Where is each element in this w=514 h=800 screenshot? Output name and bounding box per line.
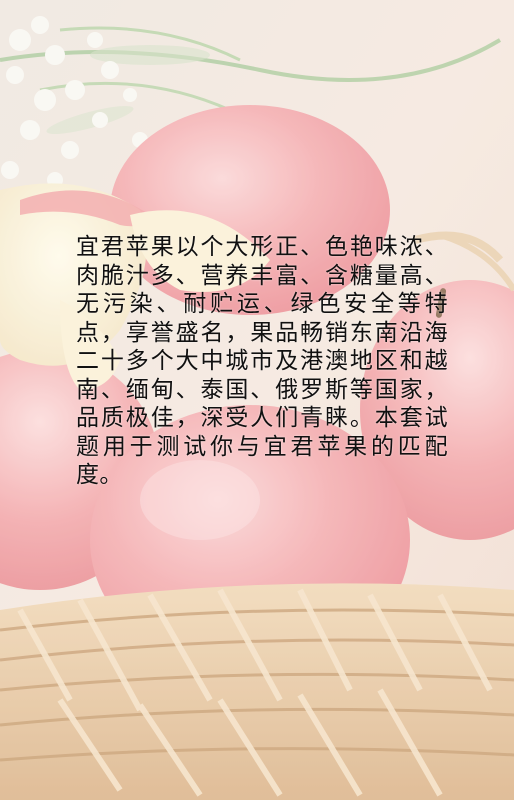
wicker-basket (0, 231, 514, 800)
flower-sprig (0, 16, 502, 188)
intro-paragraph: 宜君苹果以个大形正、色艳味浓、肉脆汁多、营养丰富、含糖量高、无污染、耐贮运、绿色… (76, 234, 448, 488)
apple-slice (0, 183, 270, 390)
